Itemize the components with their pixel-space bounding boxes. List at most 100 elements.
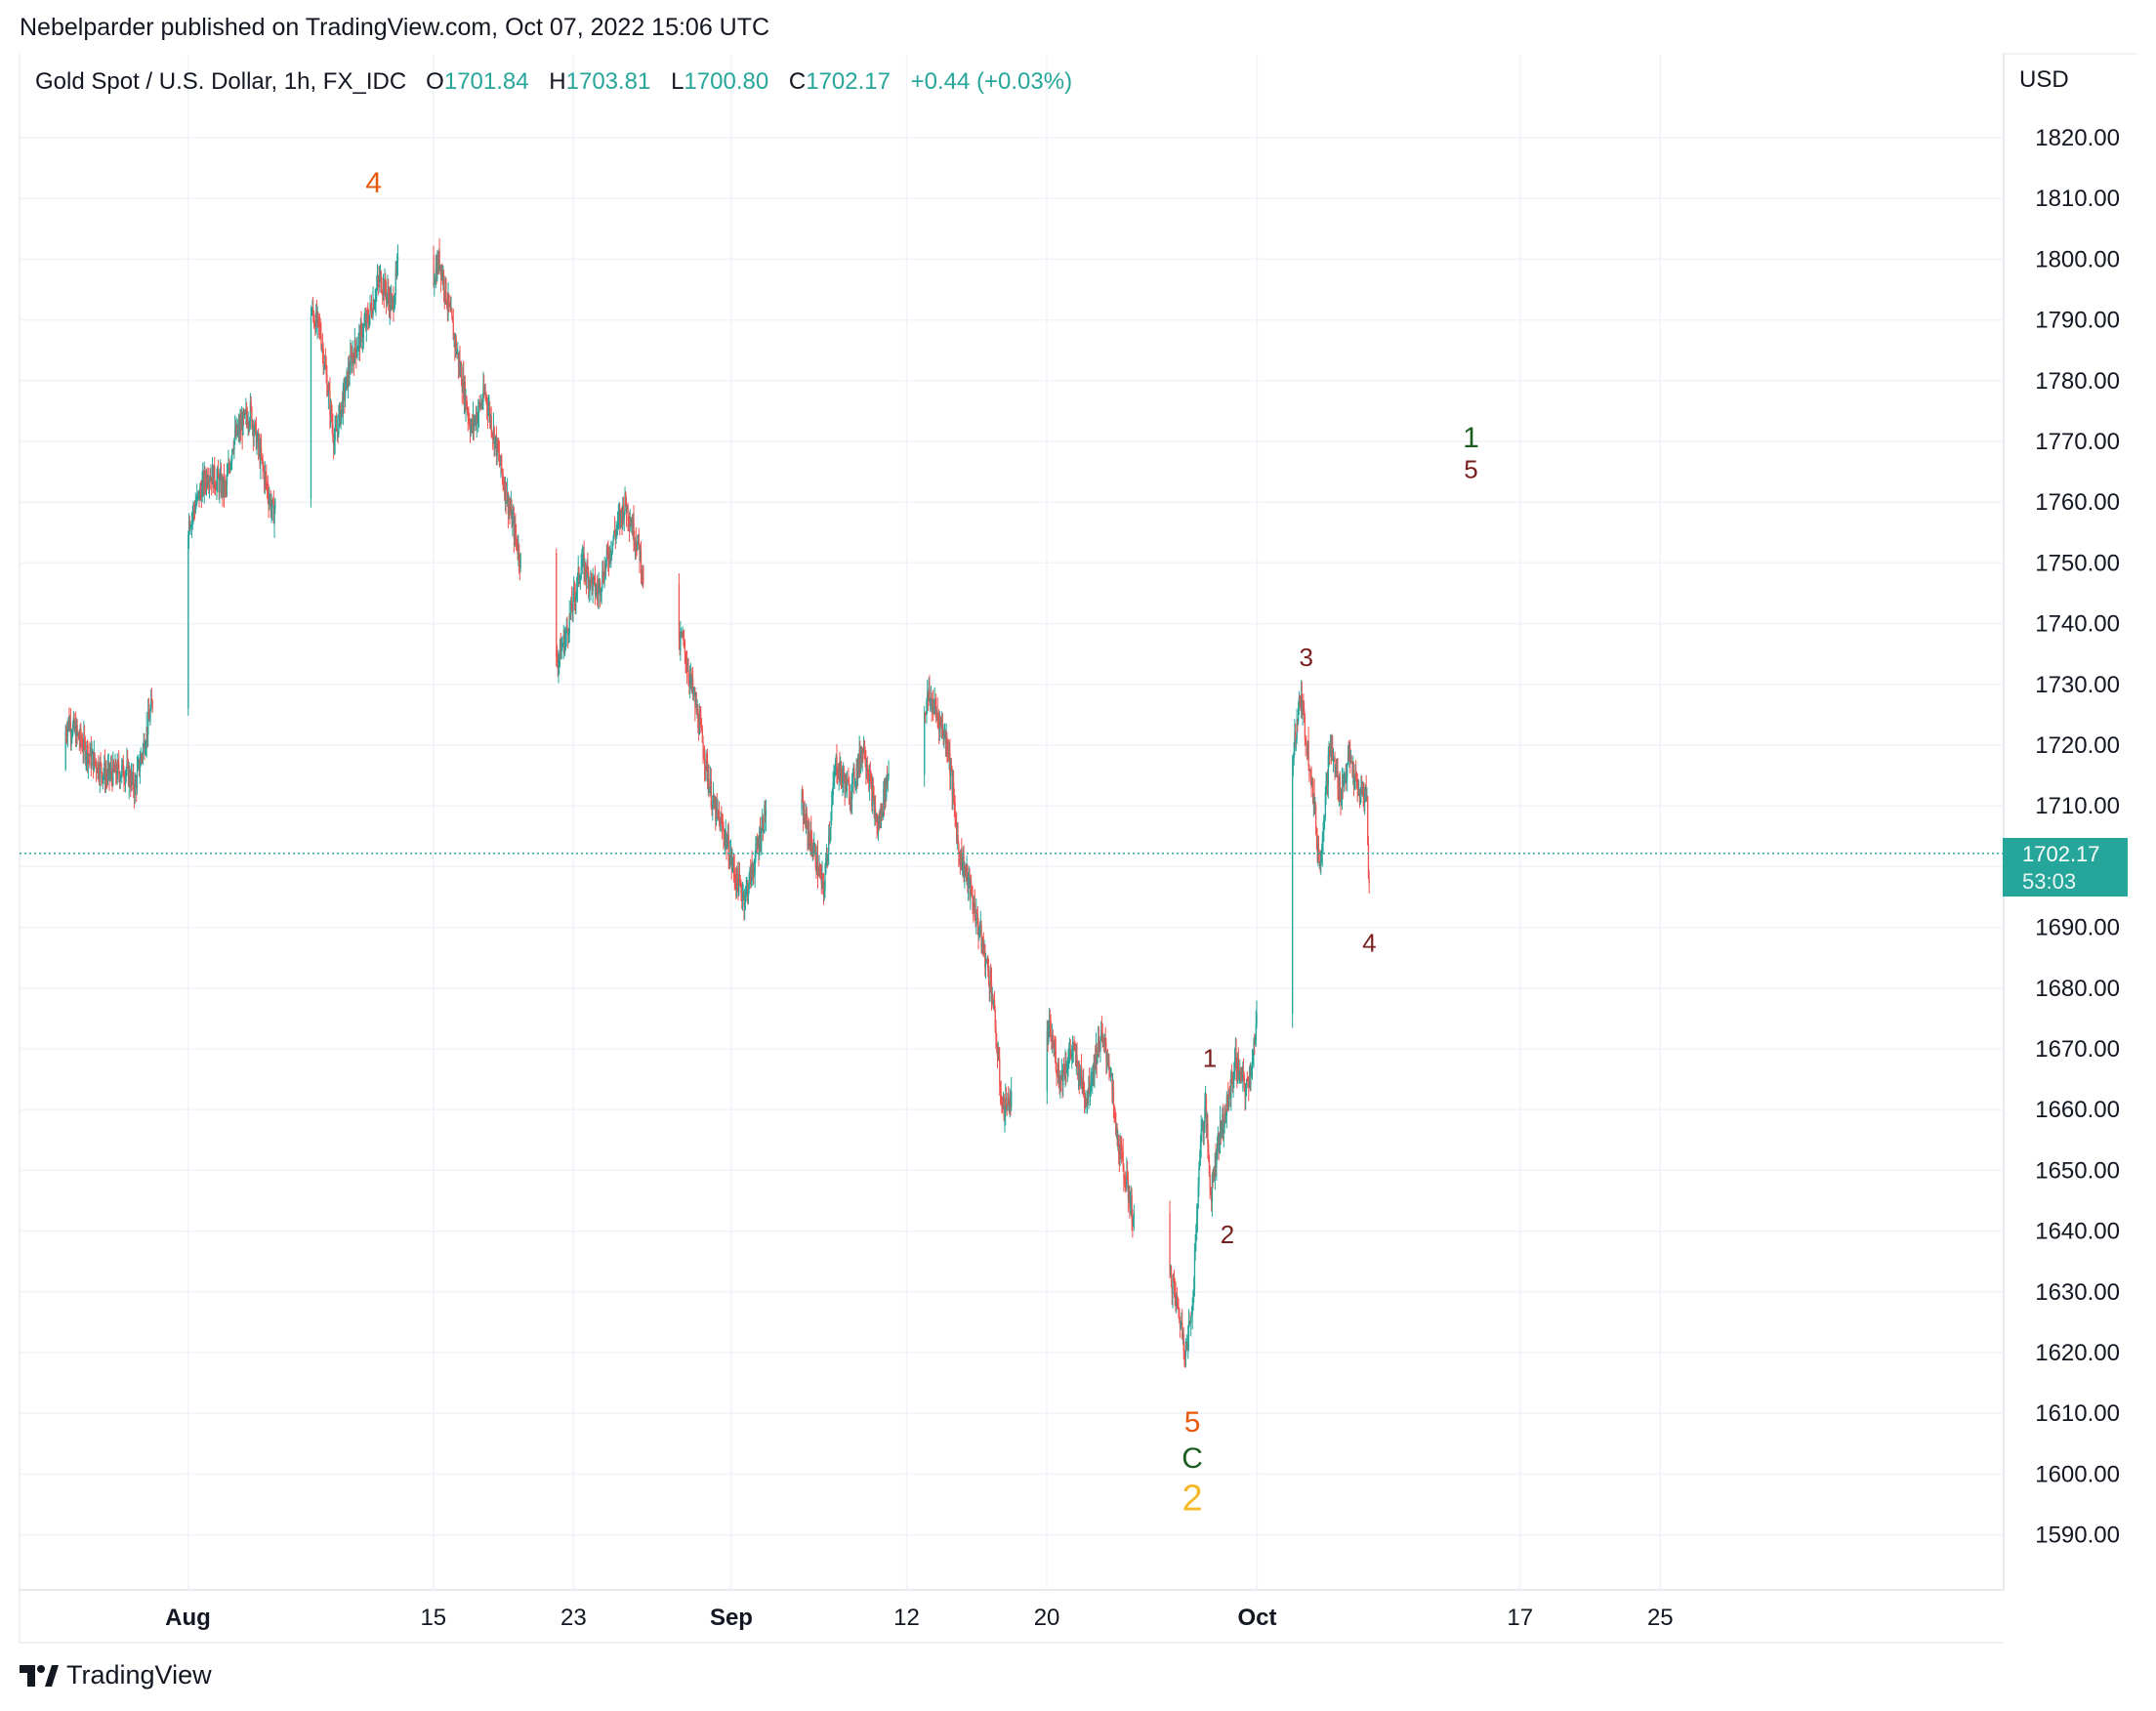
candle-body — [1326, 773, 1328, 781]
candle-body — [192, 506, 194, 514]
candle-body — [345, 391, 347, 399]
candle-body — [579, 578, 582, 580]
candle-body — [1304, 716, 1306, 739]
candle-body — [1195, 1225, 1197, 1242]
close-value: 1702.17 — [806, 68, 891, 95]
price-axis[interactable]: 1820.00 1810.00 1800.00 1790.00 1780.00 1770.… — [2035, 125, 2120, 1549]
candle-body — [719, 818, 721, 831]
candle-body — [715, 803, 717, 821]
candle-body — [518, 546, 520, 563]
candle-body — [975, 909, 977, 925]
candle-body — [1361, 789, 1363, 794]
candle-body — [862, 748, 864, 753]
candle-body — [1367, 844, 1370, 879]
candle-body — [994, 1010, 996, 1029]
symbol-legend: Gold Spot / U.S. Dollar, 1h, FX_IDC O170… — [35, 68, 1072, 96]
tradingview-logo[interactable]: TradingView — [20, 1660, 212, 1690]
candle-body — [1174, 1288, 1176, 1293]
candle-body — [1068, 1056, 1070, 1060]
wave-label: 3 — [1299, 643, 1312, 672]
candle-body — [556, 656, 559, 664]
candle-body — [506, 501, 508, 504]
candle-body — [394, 294, 396, 306]
candle-body — [90, 746, 93, 767]
candle-body — [1313, 793, 1315, 814]
candle-body — [979, 925, 981, 934]
candle-body — [65, 732, 67, 735]
candle-body — [864, 758, 866, 764]
candle-body — [752, 869, 754, 872]
candle-body — [507, 492, 509, 502]
candle-body — [193, 509, 196, 513]
candle-body — [242, 411, 244, 436]
candle-body — [238, 424, 240, 434]
candle-body — [1251, 1058, 1254, 1070]
candle-body — [576, 574, 579, 589]
candle-body — [597, 593, 600, 596]
candle-body — [324, 362, 326, 367]
candle-body — [1355, 779, 1358, 789]
candle-body — [1229, 1094, 1231, 1099]
candle-body — [884, 778, 887, 806]
candle-body — [931, 697, 933, 711]
candle-body — [853, 769, 855, 785]
candle-body — [987, 970, 990, 983]
candle-body — [724, 836, 726, 843]
candle-body — [510, 509, 512, 514]
candle-body — [822, 874, 824, 882]
candle-body — [967, 876, 970, 887]
candle-body — [634, 541, 637, 545]
candle-body — [1236, 1070, 1238, 1077]
candle-body — [611, 541, 614, 552]
candle-body — [150, 698, 152, 710]
candle-body — [1065, 1068, 1068, 1073]
candle-body — [76, 725, 78, 733]
candle-body — [1173, 1280, 1176, 1289]
price-tick-label: 1820.00 — [2035, 125, 2120, 151]
candle-body — [726, 835, 729, 844]
candle-body — [930, 698, 932, 701]
candle-body — [590, 573, 592, 588]
time-tick-label: 23 — [560, 1605, 587, 1631]
time-axis[interactable]: Aug 15 23 Sep 12 20 Oct 17 25 — [165, 1605, 1673, 1631]
candle-body — [1344, 781, 1346, 783]
candle-body — [1349, 762, 1352, 764]
candle-body — [605, 549, 608, 560]
candle-body — [847, 779, 849, 781]
candle-body — [1348, 753, 1349, 760]
candle-body — [763, 830, 765, 833]
candle-body — [863, 740, 866, 759]
candle-body — [810, 842, 813, 854]
candle-body — [469, 426, 472, 434]
candle-body — [214, 484, 217, 489]
candle-body — [377, 278, 379, 281]
candle-body — [564, 633, 567, 639]
candle-body — [492, 434, 494, 437]
candle-body — [924, 712, 927, 715]
candle-body — [312, 307, 314, 314]
candle-body — [1196, 1217, 1198, 1226]
low-label: L — [671, 68, 684, 95]
candle-body — [602, 570, 604, 581]
candle-body — [1251, 1069, 1253, 1073]
candle-body — [1103, 1036, 1105, 1041]
candle-body — [202, 474, 204, 483]
candle-body — [1053, 1045, 1055, 1053]
candle-body — [217, 470, 220, 479]
candle-body — [859, 749, 861, 766]
plot-frame — [19, 53, 2136, 1644]
candle-body — [364, 319, 367, 328]
price-tick-label: 1600.00 — [2035, 1461, 2120, 1487]
candle-body — [208, 479, 211, 484]
candle-body — [1325, 780, 1327, 793]
candle-body — [1106, 1059, 1108, 1061]
candle-body — [1107, 1061, 1109, 1064]
candle-body — [1301, 694, 1303, 709]
candle-body — [464, 381, 466, 409]
candle-body — [1010, 1103, 1012, 1107]
candle-body — [702, 742, 704, 756]
candle-body — [1106, 1059, 1109, 1064]
last-price-badge: 1702.17 53:03 — [2003, 838, 2128, 897]
candle-body — [951, 771, 953, 796]
